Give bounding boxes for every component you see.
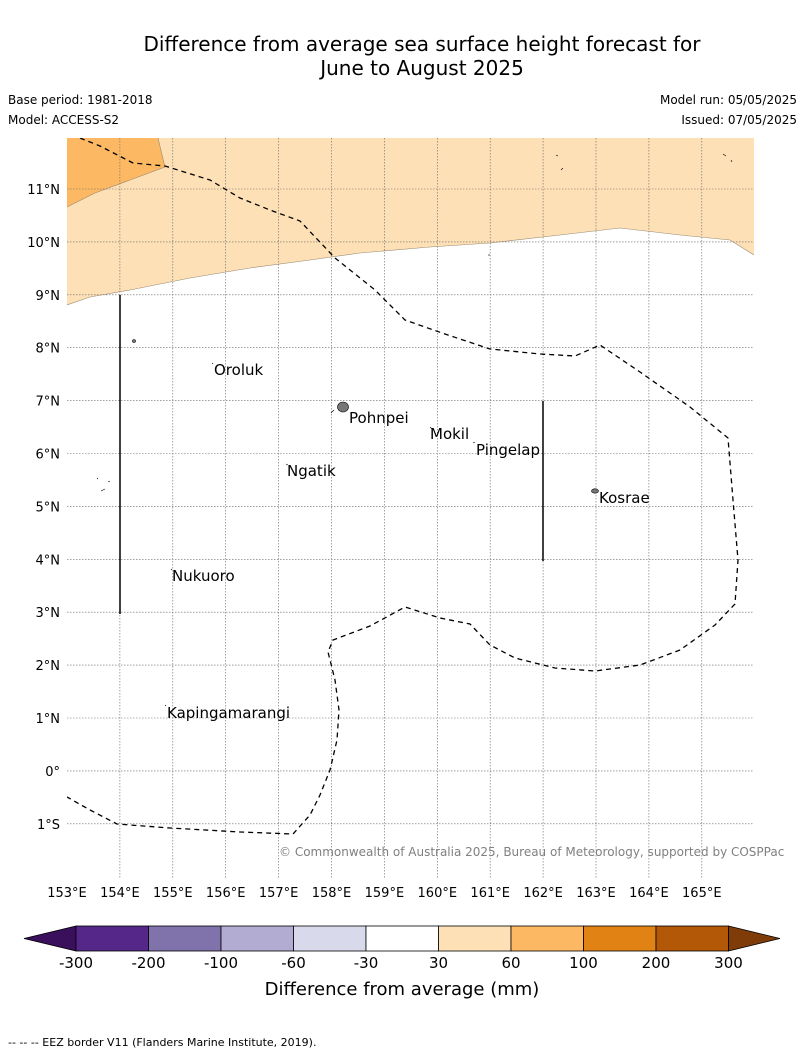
title-line-2: June to August 2025 bbox=[320, 56, 524, 80]
island-pingelap bbox=[472, 441, 476, 444]
colorbar-segment bbox=[148, 925, 222, 952]
lon-tick-label: 160°E bbox=[418, 886, 458, 901]
lat-tick-label: 1°S bbox=[37, 818, 60, 833]
colorbar-segment bbox=[510, 925, 584, 952]
colorbar-segment bbox=[365, 925, 439, 952]
eez-footnote: -- -- -- EEZ border V11 (Flanders Marine… bbox=[8, 1036, 317, 1049]
lat-tick-label: 4°N bbox=[36, 553, 61, 568]
longitude-labels: 153°E 154°E 155°E 156°E 157°E 158°E 159°E 160°E… bbox=[47, 886, 721, 901]
lon-tick-label: 159°E bbox=[365, 886, 405, 901]
lon-tick-label: 155°E bbox=[153, 886, 193, 901]
colorbar-tick-labels: -300 -200 -100 -60 -30 30 60 100 200 300 bbox=[59, 954, 743, 972]
islands bbox=[96, 153, 733, 707]
island-ngatik bbox=[285, 463, 289, 466]
colorbar-segment bbox=[75, 925, 149, 952]
island-north-2 bbox=[722, 153, 733, 163]
lon-tick-label: 156°E bbox=[206, 886, 246, 901]
lat-tick-label: 10°N bbox=[27, 236, 60, 251]
place-label-pohnpei: Pohnpei bbox=[349, 409, 409, 427]
place-label-ngatik: Ngatik bbox=[287, 462, 336, 480]
place-label-kosrae: Kosrae bbox=[599, 489, 650, 507]
island-kapingamarangi bbox=[164, 704, 167, 707]
island-north-1 bbox=[555, 154, 564, 171]
lat-tick-label: 5°N bbox=[36, 500, 61, 515]
lon-tick-label: 163°E bbox=[576, 886, 616, 901]
lon-tick-label: 164°E bbox=[629, 886, 669, 901]
colorbar-tick-label: 200 bbox=[642, 954, 671, 972]
eez-border bbox=[67, 138, 739, 835]
colorbar-tick-label: -200 bbox=[131, 954, 165, 972]
chart-title: Difference from average sea surface heig… bbox=[0, 32, 804, 80]
island-nukuoro bbox=[170, 568, 173, 571]
title-line-1: Difference from average sea surface heig… bbox=[143, 32, 701, 56]
island-mokil bbox=[429, 426, 433, 430]
colorbar bbox=[23, 925, 781, 952]
lon-tick-label: 157°E bbox=[259, 886, 299, 901]
island-kosrae bbox=[591, 488, 599, 494]
colorbar-tick-label: 60 bbox=[501, 954, 520, 972]
lon-tick-label: 153°E bbox=[47, 886, 87, 901]
model-run-label: Model run: 05/05/2025 bbox=[659, 93, 797, 107]
lon-tick-label: 158°E bbox=[312, 886, 352, 901]
colorbar-tick-label: -100 bbox=[204, 954, 238, 972]
gridlines bbox=[67, 138, 754, 878]
place-label-pingelap: Pingelap bbox=[476, 441, 540, 459]
lon-tick-label: 154°E bbox=[100, 886, 140, 901]
lat-tick-label: 2°N bbox=[36, 659, 61, 674]
colorbar-extend-low bbox=[23, 925, 77, 952]
lon-tick-label: 165°E bbox=[682, 886, 722, 901]
map-area bbox=[67, 138, 754, 878]
lat-tick-label: 0° bbox=[45, 765, 60, 780]
colorbar-tick-label: -60 bbox=[281, 954, 306, 972]
anomaly-60-100-region bbox=[67, 138, 165, 207]
lat-tick-label: 7°N bbox=[36, 395, 61, 410]
island-ant bbox=[330, 409, 335, 414]
model-label: Model: ACCESS-S2 bbox=[8, 113, 120, 127]
place-label-mokil: Mokil bbox=[430, 425, 469, 443]
base-period-label: Base period: 1981-2018 bbox=[8, 93, 153, 107]
map-credit: © Commonwealth of Australia 2025, Bureau… bbox=[279, 845, 785, 859]
lat-tick-label: 8°N bbox=[36, 342, 61, 357]
colorbar-segment bbox=[655, 925, 729, 952]
colorbar-segment bbox=[293, 925, 367, 952]
island-pohnpei bbox=[337, 401, 349, 413]
lat-tick-label: 6°N bbox=[36, 448, 61, 463]
colorbar-tick-label: 300 bbox=[714, 954, 743, 972]
colorbar-segment bbox=[220, 925, 294, 952]
lat-tick-label: 1°N bbox=[36, 712, 61, 727]
island-oroluk bbox=[211, 362, 214, 365]
colorbar-tick-label: 100 bbox=[569, 954, 598, 972]
place-label-kapingamarangi: Kapingamarangi bbox=[167, 704, 290, 722]
latitude-labels: 11°N 10°N 9°N 8°N 7°N 6°N 5°N 4°N 3°N 2°N 1°N 0° 1°S bbox=[27, 183, 60, 833]
colorbar-tick-label: 30 bbox=[429, 954, 448, 972]
colorbar-extend-high bbox=[728, 925, 781, 952]
lon-tick-label: 162°E bbox=[523, 886, 563, 901]
place-label-oroluk: Oroluk bbox=[214, 361, 263, 379]
colorbar-segment bbox=[583, 925, 657, 952]
colorbar-title: Difference from average (mm) bbox=[264, 979, 540, 1000]
issued-label: Issued: 07/05/2025 bbox=[681, 113, 797, 127]
island-chuuk-fragments bbox=[96, 477, 111, 492]
place-label-nukuoro: Nukuoro bbox=[172, 567, 235, 585]
lat-tick-label: 9°N bbox=[36, 289, 61, 304]
lat-tick-label: 3°N bbox=[36, 606, 61, 621]
lon-tick-label: 161°E bbox=[470, 886, 510, 901]
lat-tick-label: 11°N bbox=[27, 183, 60, 198]
colorbar-tick-label: -30 bbox=[354, 954, 379, 972]
colorbar-segment bbox=[438, 925, 512, 952]
island-west-atoll bbox=[132, 339, 136, 343]
colorbar-tick-label: -300 bbox=[59, 954, 93, 972]
anomaly-30-60-region bbox=[67, 138, 754, 305]
place-labels: Oroluk Pohnpei Mokil Pingelap Ngatik Kos… bbox=[167, 361, 650, 722]
